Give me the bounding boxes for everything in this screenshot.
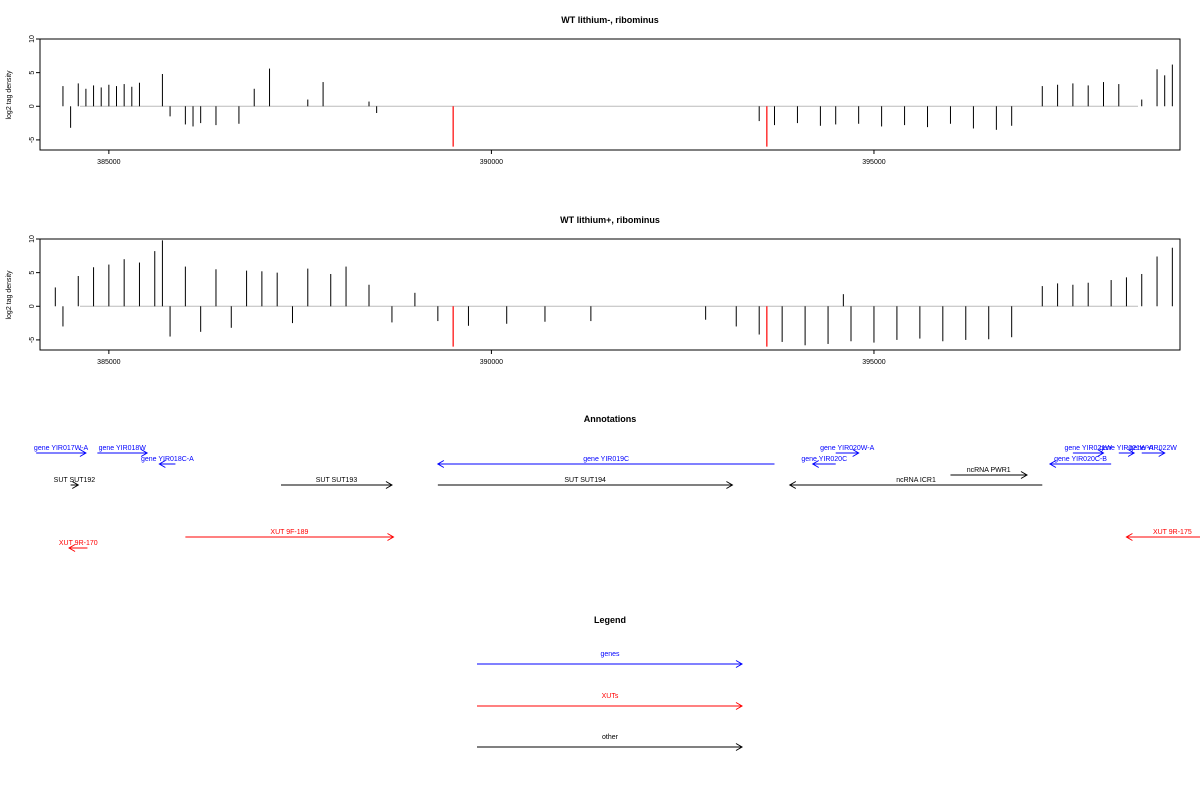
feature-arrow-head	[1125, 533, 1133, 541]
annotations-panel: Annotations gene YIR017W-A gene YIR018W ge…	[34, 414, 1200, 552]
feature-label: XUT 9R-170	[59, 540, 98, 547]
plot-frame	[39, 38, 1181, 151]
y-tick-label: 5	[29, 71, 36, 75]
feature-arrow-head	[1097, 449, 1105, 457]
feature-arrow-head	[735, 702, 743, 710]
feature-label: gene YIR020W-A	[820, 445, 875, 452]
feature-arrow-head	[811, 460, 820, 468]
feature-label: gene YIR018C-A	[141, 456, 194, 463]
feature-label: XUT 9F-189	[270, 529, 308, 536]
feature-arrow-head	[436, 460, 445, 468]
y-tick-label: -5	[29, 137, 36, 143]
feature-arrow-head	[1158, 449, 1166, 457]
feature-label: gene YIR017W-A	[34, 445, 89, 452]
feature-arrow-head	[1048, 460, 1057, 468]
feature-arrow-head	[726, 481, 734, 489]
legend-entry-label: genes	[600, 651, 620, 658]
panel-2-y-axis-label: log2 tag density	[6, 270, 13, 320]
feature-label: ncRNA ICR1	[896, 477, 936, 484]
feature-arrow-head	[158, 460, 166, 468]
panel-lithium-plus: WT lithium+, ribominus log2 tag density …	[6, 215, 1181, 366]
x-tick-label: 385000	[97, 359, 120, 366]
legend-entry-label: other	[602, 734, 619, 741]
feature-arrow-head	[72, 481, 80, 489]
legend-panel: Legend genes XUTs other	[477, 615, 743, 751]
feature-label: gene YIR020C	[801, 456, 847, 463]
y-tick-label: 0	[29, 304, 36, 308]
feature-label: gene YIR018W	[99, 445, 147, 452]
feature-label: SUT SUT194	[564, 477, 606, 484]
feature-label: gene YIR021W	[1065, 445, 1113, 452]
panel-1-title: WT lithium-, ribominus	[561, 15, 659, 25]
panel-1-y-axis-label: log2 tag density	[6, 70, 13, 120]
panel-lithium-minus: WT lithium-, ribominus log2 tag density …	[6, 15, 1181, 166]
feature-arrow-head	[140, 449, 149, 457]
feature-label: SUT SUT192	[54, 477, 96, 484]
feature-arrow-head	[735, 743, 743, 751]
y-tick-label: 10	[29, 35, 36, 43]
x-tick-label: 395000	[862, 159, 885, 166]
legend-entry-label: XUTs	[602, 693, 619, 700]
x-tick-label: 395000	[862, 359, 885, 366]
feature-arrow-head	[385, 481, 393, 489]
feature-label: gene YIR022W	[1130, 445, 1178, 452]
feature-arrow-head	[79, 449, 87, 457]
feature-arrow-head	[68, 544, 76, 552]
feature-arrow-head	[735, 660, 743, 668]
y-tick-label: 0	[29, 104, 36, 108]
feature-label: SUT SUT193	[316, 477, 358, 484]
x-tick-label: 390000	[480, 159, 503, 166]
feature-arrow-head	[1127, 449, 1136, 457]
feature-label: gene YIR019C	[583, 456, 629, 463]
feature-arrow-head	[387, 533, 395, 541]
feature-arrow-head	[852, 449, 860, 457]
plot-frame	[39, 238, 1181, 351]
feature-label: ncRNA PWR1	[967, 467, 1011, 474]
x-tick-label: 390000	[480, 359, 503, 366]
y-tick-label: 10	[29, 235, 36, 243]
y-tick-label: -5	[29, 337, 36, 343]
legend-title: Legend	[594, 615, 626, 625]
feature-label: XUT 9R-175	[1153, 529, 1192, 536]
feature-arrow-head	[1020, 471, 1028, 479]
feature-arrow-head	[788, 481, 797, 489]
feature-label: gene YIR021W-A	[1099, 445, 1154, 452]
y-tick-label: 5	[29, 271, 36, 275]
feature-label: gene YIR020C-B	[1054, 456, 1107, 463]
x-tick-label: 385000	[97, 159, 120, 166]
annotations-title: Annotations	[584, 414, 637, 424]
panel-2-title: WT lithium+, ribominus	[560, 215, 660, 225]
